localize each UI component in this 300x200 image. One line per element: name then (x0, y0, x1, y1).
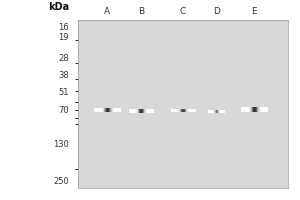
Text: 70: 70 (58, 106, 69, 115)
Text: 38: 38 (58, 71, 69, 80)
Text: 130: 130 (53, 140, 69, 149)
Text: 250: 250 (53, 177, 69, 186)
Text: E: E (252, 7, 257, 16)
Text: 51: 51 (58, 88, 69, 97)
Text: kDa: kDa (48, 2, 69, 12)
Text: A: A (104, 7, 110, 16)
Text: C: C (180, 7, 186, 16)
Text: 28: 28 (58, 54, 69, 63)
Text: B: B (138, 7, 144, 16)
Text: D: D (213, 7, 220, 16)
Text: 16: 16 (58, 23, 69, 32)
Text: 19: 19 (58, 33, 69, 42)
